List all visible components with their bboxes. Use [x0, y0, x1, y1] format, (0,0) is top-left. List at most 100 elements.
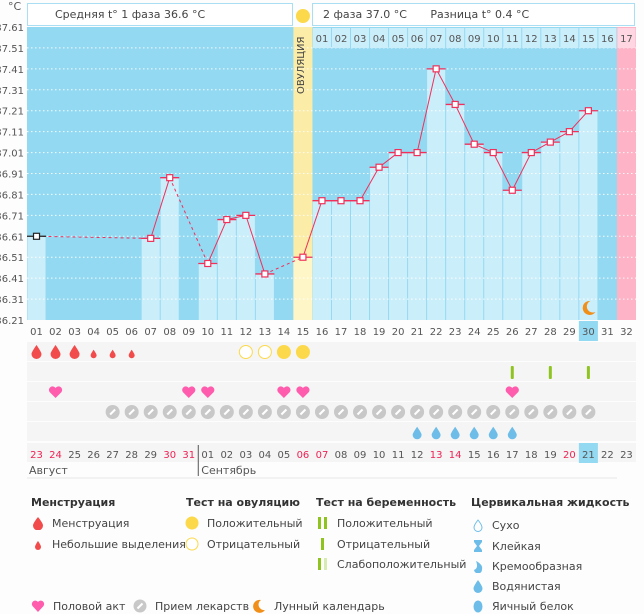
pill-icon [133, 599, 147, 613]
phase2-day-cell [560, 28, 579, 48]
date-label: 11 [392, 450, 405, 461]
current-day-highlight [578, 321, 598, 341]
legend-label: Отрицательный [207, 537, 301, 551]
date-label: 18 [525, 450, 538, 461]
date-label: 15 [468, 450, 481, 461]
cycle-day-label: 15 [297, 327, 310, 338]
egg-icon [473, 600, 483, 613]
month-label: Август [29, 464, 68, 477]
temperature-bar [465, 144, 484, 320]
phase2-day-cell [331, 28, 351, 48]
date-label: 30 [163, 450, 176, 461]
temperature-bar [560, 131, 579, 320]
cycle-day-label: 06 [125, 327, 138, 338]
cycle-day-label: 23 [449, 327, 462, 338]
temperature-line [245, 215, 266, 275]
phase2-day-label: 16 [601, 34, 614, 45]
heart-icon [296, 386, 310, 398]
cycle-day-label: 01 [30, 327, 43, 338]
legend-pregnancy-weak: Слабоположительный [317, 556, 466, 572]
pill-icon-slash [128, 408, 135, 416]
temperature-point [489, 148, 497, 157]
pill-icon-slash [375, 408, 383, 416]
cycle-day-label: 03 [68, 327, 81, 338]
temperature-line [492, 152, 513, 191]
date-label: 20 [563, 450, 576, 461]
legend-label: Небольшие выделения [52, 537, 186, 551]
watery-fluid-icon [412, 426, 422, 440]
marker-row [27, 402, 636, 421]
phase2-day-cell [484, 28, 503, 48]
temperature-point [299, 253, 307, 261]
unit-label: °C [8, 0, 22, 13]
date-label: 23 [620, 450, 633, 461]
temperature-point [375, 163, 383, 171]
temperature-line [416, 68, 437, 153]
temperature-line [302, 200, 323, 258]
temperature-difference: Разница t° 0.4 °C [430, 8, 530, 21]
moon-icon [253, 599, 265, 613]
double-bar-icon [318, 517, 327, 529]
legend-menstruation-title: Менструация [31, 496, 116, 509]
ovulation-test-positive-icon [295, 345, 310, 359]
cycle-day-label: 30 [582, 327, 595, 338]
legend-intercourse: Половой акт [31, 598, 125, 614]
pill-icon-slash [166, 408, 173, 416]
phase2-day-cell [408, 28, 427, 48]
temperature-bar [255, 273, 274, 320]
date-label: 27 [106, 450, 119, 461]
phase2-day-label: 09 [468, 34, 481, 45]
date-label: 09 [354, 450, 367, 461]
legend-pregnancy-positive: Положительный [317, 515, 433, 531]
creamy-drop-icon [474, 561, 483, 573]
hourglass-icon [474, 540, 482, 552]
pregnancy-test-negative-icon [586, 366, 590, 379]
spotting-icon [90, 349, 97, 359]
marker-row [27, 362, 636, 381]
y-tick-label: 36.61 [0, 232, 24, 243]
legend-label: Слабоположительный [337, 557, 467, 571]
temperature-point [394, 148, 402, 157]
heart-icon [182, 386, 196, 398]
legend-label: Кремообразная [492, 559, 583, 573]
legend-label: Менструация [52, 516, 130, 530]
temperature-bar [331, 200, 351, 320]
temperature-point [565, 128, 573, 136]
pill-icon-slash [261, 408, 269, 416]
cycle-day-label: 10 [201, 327, 214, 338]
date-label: 31 [182, 450, 195, 461]
y-tick-label: 36.21 [0, 316, 24, 327]
pill-icon-slash [337, 408, 345, 416]
date-label: 14 [449, 450, 462, 461]
moon-icon [582, 300, 596, 315]
menstruation-icon [31, 345, 42, 359]
date-label: 02 [220, 450, 233, 461]
legend-cervical-title: Цервикальная жидкость [471, 496, 630, 509]
temperature-point [527, 148, 535, 157]
phase2-day-label: 03 [354, 34, 367, 45]
temperature-point [356, 197, 364, 205]
heart-icon [505, 386, 519, 398]
date-label: 25 [68, 450, 81, 461]
legend-label: Положительный [207, 516, 303, 530]
temperature-point [147, 234, 155, 242]
legend-pregnancy-negative: Отрицательный [317, 536, 430, 552]
temperature-bar [27, 236, 46, 320]
phase2-day-cell [389, 28, 408, 48]
bbt-chart: 37.61 37.51 37.41 37.31 37.21 37.11 37.01 36.91… [0, 9, 636, 479]
temperature-point [413, 148, 421, 157]
legend-label: Положительный [337, 516, 433, 530]
cycle-day-label: 07 [144, 327, 157, 338]
cycle-day-label: 25 [487, 327, 500, 338]
pill-icon-slash [299, 408, 307, 416]
heart-icon [277, 386, 291, 398]
pill-icon-slash [185, 408, 192, 416]
cycle-day-label: 09 [182, 327, 195, 338]
cycle-day-label: 22 [430, 327, 443, 338]
pill-icon-slash [585, 408, 592, 416]
menstruation-icon [69, 345, 80, 359]
temperature-line [435, 68, 456, 105]
pill-icon-slash [470, 408, 478, 416]
legend-label: Половой акт [53, 599, 126, 613]
legend-cervical-creamy: Кремообразная [472, 558, 582, 574]
